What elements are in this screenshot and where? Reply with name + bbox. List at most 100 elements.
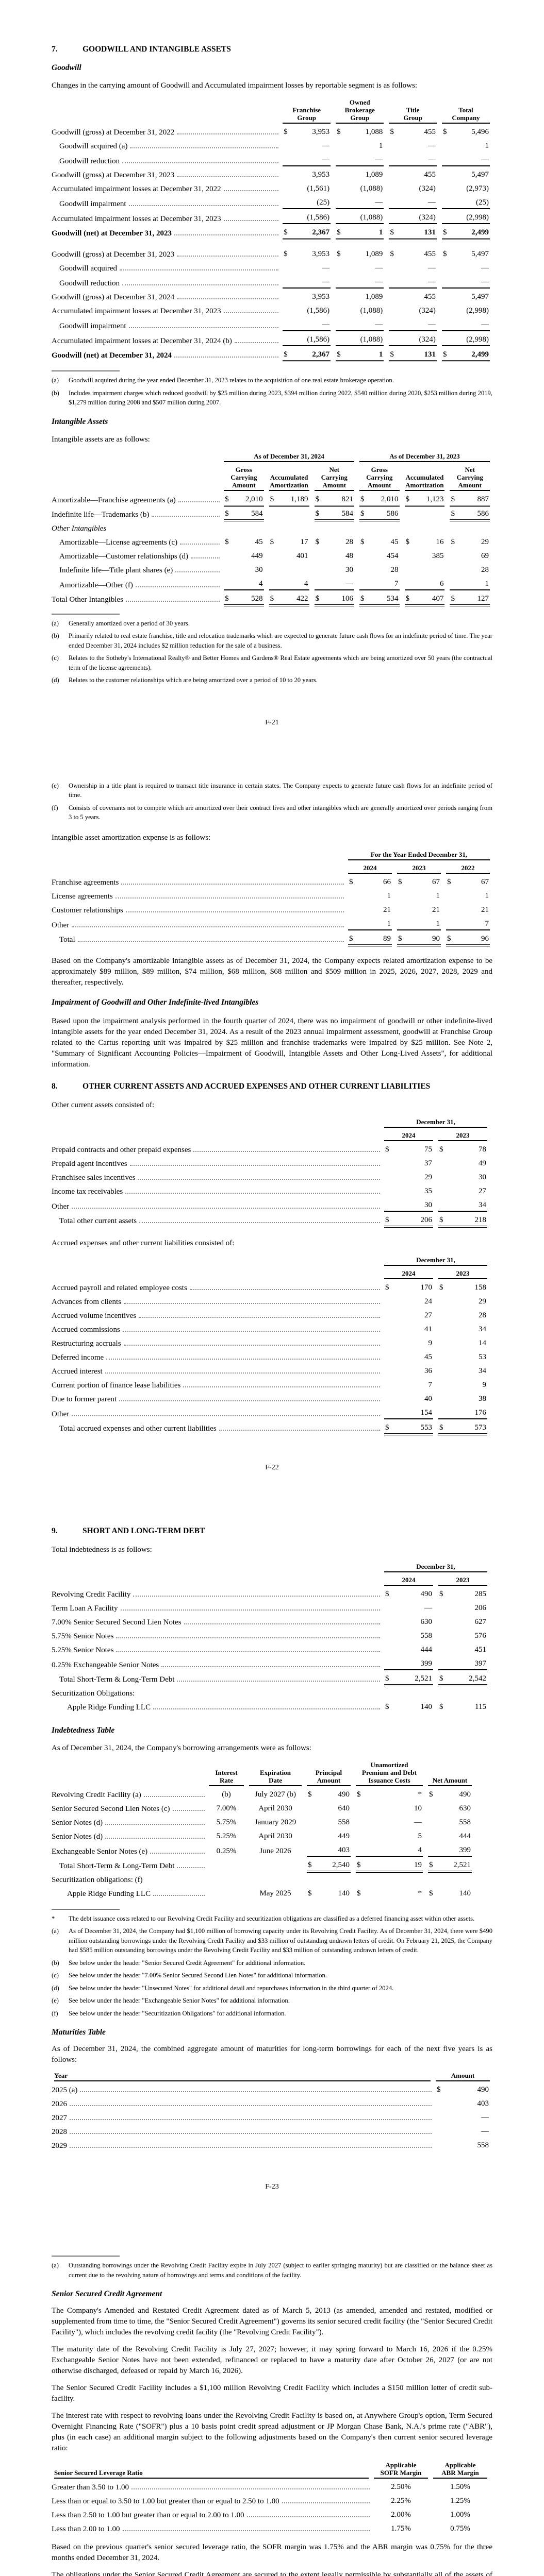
cell-value: 5,496 (471, 128, 489, 136)
currency-symbol: $ (437, 2086, 441, 2094)
table-cell: 36 (384, 1366, 433, 1377)
table-row: Goodwill acquired (a) — 1 — 1 (52, 139, 492, 153)
table-row: Other 1 1 7 (52, 917, 492, 932)
cell-value: 176 (474, 1408, 487, 1417)
cell-value: — (481, 156, 489, 164)
table-cell: 558 (436, 2141, 490, 2151)
dotted-leader (219, 1429, 380, 1431)
amortization-outlook-paragraph: Based on the Company's amortizable intan… (52, 956, 492, 987)
impairment-paragraph: Based upon the impairment analysis perfo… (52, 1016, 492, 1069)
column-header: 2023 (397, 864, 441, 874)
table-row: Greater than 3.50 to 1.00 2.50% 1.50% (52, 2480, 490, 2494)
row-label: Senior Notes (d) (52, 1818, 103, 1827)
table-cell: $16 (405, 537, 445, 548)
row-label: Amortizable—Customer relationships (d) (59, 552, 188, 561)
footnote-marker: (c) (52, 1972, 59, 1979)
table-cell: (2,973) (442, 184, 490, 194)
currency-symbol: $ (439, 1215, 443, 1224)
row-label: 7.00% Senior Secured Second Lien Notes (52, 1618, 182, 1626)
currency-symbol: $ (315, 594, 320, 603)
currency-symbol: $ (442, 128, 447, 136)
senior-secured-credit-agreement-heading: Senior Secured Credit Agreement (52, 2290, 162, 2298)
table-cell: $528 (224, 594, 264, 606)
table-cell: $407 (404, 594, 445, 606)
table-row: Customer relationships 21 21 21 (52, 903, 492, 917)
accrued-expenses-intro: Accrued expenses and other current liabi… (52, 1239, 235, 1247)
table-cell: 449 (224, 551, 264, 562)
dotted-leader (177, 298, 279, 299)
dotted-leader (131, 2488, 370, 2489)
row-label: 2025 (a) (52, 2086, 78, 2094)
ssca-paragraph-5: Based on the previous quarter's senior s… (52, 2543, 492, 2562)
table-cell: — (389, 155, 437, 166)
table-cell (315, 523, 355, 534)
row-label: Senior Secured Second Lien Notes (c) (52, 1804, 170, 1813)
cell-value: 30 (479, 1173, 486, 1181)
table-cell: $29 (450, 537, 490, 548)
column-header: 2022 (446, 864, 490, 874)
currency-symbol: $ (429, 1860, 433, 1869)
cell-value: 7.00% (216, 1804, 237, 1812)
row-label: Accrued interest (52, 1367, 103, 1376)
cell-value: 2,010 (245, 495, 263, 503)
table-cell: April 2030 (249, 1804, 302, 1814)
row-label: Restructuring accruals (52, 1339, 121, 1348)
cell-value: 422 (296, 594, 308, 603)
cell-value: 0.75% (450, 2524, 470, 2533)
column-header: Amount (436, 2072, 490, 2081)
intangible-assets-table: As of December 31, 2024 As of December 31… (52, 450, 492, 606)
row-label: Prepaid agent incentives (52, 1159, 127, 1168)
column-header: 2024 (384, 1576, 433, 1586)
footnote-text: Outstanding borrowings under the Revolvi… (69, 2262, 492, 2279)
cell-value: 34 (479, 1325, 486, 1333)
table-cell: 403 (307, 1845, 351, 1857)
indebtedness-intro-paragraph: As of December 31, 2024, the Company's b… (52, 1743, 311, 1752)
cell-value: 1 (485, 579, 489, 588)
dotted-leader (246, 2516, 370, 2517)
cell-value: 29 (481, 537, 489, 546)
row-label: Franchisee sales incentives (52, 1173, 136, 1182)
table-cell: 397 (438, 1659, 487, 1670)
cell-value: 5,497 (471, 250, 489, 258)
currency-symbol: $ (385, 1215, 389, 1224)
cell-value: 206 (420, 1215, 433, 1224)
section-7-heading: 7. GOODWILL AND INTANGIBLE ASSETS (52, 44, 492, 55)
table-cell: 30 (315, 565, 355, 575)
column-header: 2023 (438, 1576, 487, 1586)
financial-table: Interest Rate Expiration Date Principal Am… (52, 1759, 474, 1901)
table-cell: 29 (384, 1173, 433, 1183)
cell-value: 444 (459, 1832, 471, 1840)
cell-value: 6 (439, 579, 444, 588)
cell-value: 1,088 (365, 128, 383, 136)
row-label: Advances from clients (52, 1297, 121, 1306)
page-number-f21: F-21 (265, 718, 279, 726)
table-row: 2027 — (52, 2111, 492, 2125)
footnote-item: (b) Primarily related to real estate fran… (52, 631, 492, 650)
dotted-leader (70, 2147, 432, 2148)
cell-value: 27 (424, 1311, 432, 1319)
table-row: Term Loan A Facility — 206 (52, 1601, 490, 1615)
footnote-item: * The debt issuance costs related to our … (52, 1914, 492, 1924)
column-header: Gross Carrying Amount (359, 466, 400, 491)
table-row: Accrued interest 36 34 (52, 1364, 490, 1378)
table-cell: (1,088) (336, 306, 384, 316)
cell-value: 2.25% (391, 2497, 411, 2505)
table-row: Less than 2.00 to 1.00 1.75% 0.75% (52, 2522, 490, 2536)
footnote-item: (d) Relates to the customer relationships… (52, 675, 492, 685)
cell-value: 131 (424, 350, 436, 359)
dotted-leader (133, 1595, 380, 1597)
section-7-title: GOODWILL AND INTANGIBLE ASSETS (83, 45, 231, 54)
footnote-item: (e) See below under the header "Exchangea… (52, 1996, 492, 2006)
column-group-label: December 31, (384, 1118, 487, 1128)
cell-value: (324) (419, 213, 436, 222)
cell-value: (1,088) (360, 213, 383, 222)
currency-symbol: $ (439, 1702, 443, 1711)
currency-symbol: $ (398, 934, 402, 943)
dotted-leader (193, 1150, 380, 1152)
table-cell: 444 (384, 1645, 433, 1655)
cell-value: 887 (477, 495, 489, 503)
cell-value: 53 (479, 1352, 486, 1361)
financial-table: Year Amount 2025 (a) $490 2026 403 2027—2028—2… (52, 2070, 492, 2153)
table-cell: 10 (356, 1804, 423, 1814)
cell-value: 454 (387, 551, 399, 560)
